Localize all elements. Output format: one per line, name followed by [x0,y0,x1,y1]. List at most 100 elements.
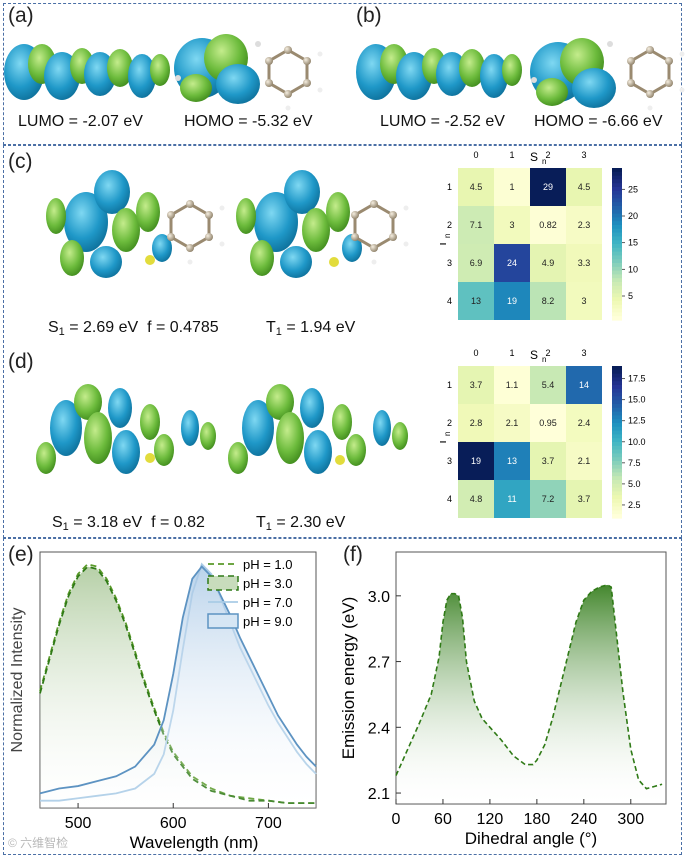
colorbar-segment [612,304,622,310]
heatmap-cell-value: 3 [581,296,586,306]
heatmap-cell-value: 2.4 [578,418,591,428]
colorbar-segment [612,175,622,180]
colorbar-segment [612,282,622,287]
colorbar-segment [612,270,622,275]
colorbar-segment [612,240,622,245]
heatmap-y-tick: 1 [447,182,452,192]
heatmap-cell [530,168,566,206]
colorbar-segment [612,183,622,188]
heatmap-cell [458,404,494,442]
colorbar-segment [612,373,622,378]
heatmap-cell [530,206,566,244]
heatmap-cell [566,442,602,480]
x-tick-label: 0 [392,811,401,828]
panel-d-t1-caption: T1 = 2.30 eV [256,514,346,533]
colorbar-tick-label: 7.5 [628,458,641,468]
colorbar-segment [612,251,622,256]
colorbar-segment [612,385,622,390]
heatmap-cell [566,206,602,244]
colorbar-segment [612,464,622,470]
colorbar-segment [612,457,622,462]
colorbar-segment [612,228,622,234]
colorbar-segment [612,213,622,218]
colorbar-segment [612,198,622,203]
heatmap-d: Sn 0 1 2 3 1 2 3 4 Tn 3.7 1.1 5.4 14 2.8 2.1 0.95 2.4 19 13… [440,348,646,519]
heatmap-cell [494,404,530,442]
heatmap-cell [494,206,530,244]
colorbar-segment [612,255,622,260]
panel-c-t1-caption: T1 = 1.94 eV [266,319,356,338]
colorbar-segment [612,266,622,272]
colorbar-segment [612,232,622,237]
heatmap-cell-value: 3.7 [542,456,555,466]
panel-a-homo-caption: HOMO = -5.32 eV [184,113,313,130]
colorbar-segment [612,510,622,515]
colorbar-segment [612,168,622,173]
panel-f-label: (f) [343,543,363,566]
heatmap-cell [494,244,530,282]
colorbar-segment [612,217,622,222]
heatmap-xlabel: S [530,348,538,362]
heatmap-cell-value: 11 [507,494,516,504]
heatmap-cell-value: 4.5 [470,182,483,192]
energy-curve [395,584,663,790]
colorbar-segment [612,225,622,230]
colorbar-tick-label: 12.5 [628,416,646,426]
colorbar-segment [612,247,622,253]
colorbar-tick-label: 25 [628,184,638,194]
heatmap-cell [530,366,566,404]
heatmap-cell-value: 0.82 [539,220,557,230]
heatmap-cell-value: 8.2 [542,296,555,306]
heatmap-y-tick: 4 [447,296,452,306]
heatmap-cell [530,480,566,518]
heatmap-cell [566,366,602,404]
colorbar-segment [612,445,622,451]
series-line [39,565,316,805]
heatmap-cell-value: 6.9 [470,258,483,268]
heatmap-x-tick: 2 [545,348,550,358]
colorbar-segment [612,301,622,306]
heatmap-y-tick: 3 [447,258,452,268]
colorbar-segment [612,426,622,432]
colorbar-segment [612,392,622,397]
colorbar-segment [612,202,622,207]
heatmap-cell [530,442,566,480]
heatmap-x-tick: 1 [509,348,514,358]
colorbar-segment [612,442,622,447]
panel-a-lumo-caption: LUMO = -2.07 eV [18,113,143,130]
colorbar-segment [612,381,622,386]
x-tick-label: 240 [570,811,597,828]
heatmap-cell-value: 19 [471,456,481,466]
legend-swatch [207,613,239,629]
heatmap-cell-value: 2.8 [470,418,483,428]
colorbar-segment [612,388,622,394]
heatmap-cell [458,168,494,206]
colorbar-segment [612,274,622,279]
series-area [40,566,316,808]
heatmap-cell [458,366,494,404]
heatmap-x-tick: 0 [473,348,478,358]
heatmap-cell-value: 3.7 [578,494,591,504]
panel-a-label: (a) [8,4,34,27]
x-tick-label: 60 [434,811,452,828]
legend-label: pH = 3.0 [243,576,293,591]
heatmap-cell-value: 2.1 [578,456,591,466]
colorbar-segment [612,377,622,382]
colorbar-segment [612,171,622,177]
colorbar-segment [612,206,622,211]
colorbar-segment [612,316,622,321]
heatmap-cell [566,282,602,320]
heatmap-cell-value: 1 [509,182,514,192]
colorbar-segment [612,434,622,439]
heatmap-cell-value: 19 [507,296,517,306]
colorbar-segment [612,404,622,409]
colorbar-segment [612,468,622,473]
colorbar-tick-label: 5 [628,291,633,301]
heatmap-ylabel-sub: n [443,432,452,436]
colorbar-segment [612,487,622,492]
colorbar-segment [612,293,622,298]
heatmap-cell [458,480,494,518]
heatmap-cell-value: 13 [507,456,517,466]
colorbar-segment [612,430,622,435]
